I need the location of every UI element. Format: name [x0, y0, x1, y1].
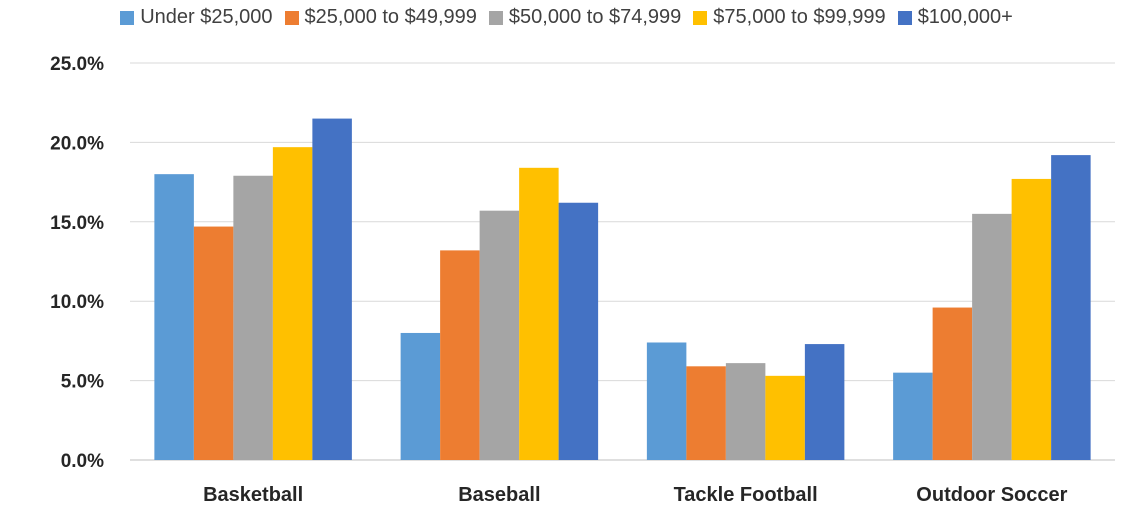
legend-swatch-under-25000 — [120, 10, 135, 25]
legend-item-25000-49999: $25,000 to $49,999 — [284, 6, 477, 29]
y-tick-label: 10.0% — [50, 292, 104, 313]
bar-outdoor-soccer-50-000-to-74-999 — [972, 213, 1012, 460]
category-label-tackle-football: Tackle Football — [674, 484, 818, 506]
y-axis-tick-labels: 0.0% 5.0% 10.0% 15.0% 20.0% 25.0% — [50, 54, 104, 472]
bar-tackle-football-50-000-to-74-999 — [725, 363, 766, 460]
legend-swatch-100000-plus — [897, 10, 912, 25]
bar-tackle-football-25-000-to-49-999 — [686, 366, 726, 460]
bar-outdoor-soccer-75-000-to-99-999 — [1011, 178, 1052, 460]
bar-baseball-under-25-000 — [400, 332, 441, 460]
bar-baseball-50-000-to-74-999 — [479, 210, 520, 460]
bar-basketball-under-25-000 — [154, 174, 194, 460]
bar-basketball-75-000-to-99-999 — [272, 147, 313, 460]
bar-outdoor-soccer-under-25-000 — [893, 372, 933, 460]
category-label-baseball: Baseball — [458, 484, 540, 506]
y-tick-label: 0.0% — [61, 451, 104, 472]
y-tick-label: 25.0% — [50, 54, 104, 75]
bar-outdoor-soccer-100-000 — [1051, 155, 1091, 460]
bar-basketball-50-000-to-74-999 — [233, 175, 273, 461]
bar-tackle-football-75-000-to-99-999 — [765, 375, 805, 460]
bar-outdoor-soccer-25-000-to-49-999 — [932, 307, 973, 460]
y-tick-label: 5.0% — [61, 372, 104, 393]
legend-item-under-25000: Under $25,000 — [120, 6, 273, 29]
bar-baseball-75-000-to-99-999 — [519, 167, 559, 461]
legend-label-75000-99999: $75,000 to $99,999 — [713, 6, 886, 28]
bar-tackle-football-under-25-000 — [646, 342, 687, 460]
legend-swatch-50000-74999 — [488, 10, 503, 25]
bars — [154, 118, 1091, 461]
legend-label-under-25000: Under $25,000 — [140, 6, 273, 28]
bar-tackle-football-100-000 — [804, 344, 845, 460]
legend-label-100000-plus: $100,000+ — [917, 6, 1013, 28]
legend-swatch-75000-99999 — [693, 10, 708, 25]
legend-item-50000-74999: $50,000 to $74,999 — [488, 6, 682, 29]
bar-baseball-25-000-to-49-999 — [440, 250, 480, 460]
bar-basketball-25-000-to-49-999 — [193, 226, 234, 460]
legend-item-100000-plus: $100,000+ — [897, 6, 1013, 29]
y-tick-label: 15.0% — [50, 213, 104, 234]
category-label-basketball: Basketball — [203, 484, 303, 506]
legend-swatch-25000-49999 — [284, 10, 299, 25]
y-tick-label: 20.0% — [50, 133, 104, 154]
bar-basketball-100-000 — [312, 118, 352, 460]
legend-item-75000-99999: $75,000 to $99,999 — [693, 6, 886, 29]
category-labels: Basketball Baseball Tackle Football Outdoor… — [203, 484, 1068, 506]
legend-label-50000-74999: $50,000 to $74,999 — [508, 6, 682, 28]
legend: Under $25,000 $25,000 to $49,999 $50,000… — [0, 6, 1133, 29]
legend-label-25000-49999: $25,000 to $49,999 — [304, 6, 477, 28]
category-label-outdoor-soccer: Outdoor Soccer — [916, 484, 1067, 506]
bar-baseball-100-000 — [558, 202, 599, 460]
